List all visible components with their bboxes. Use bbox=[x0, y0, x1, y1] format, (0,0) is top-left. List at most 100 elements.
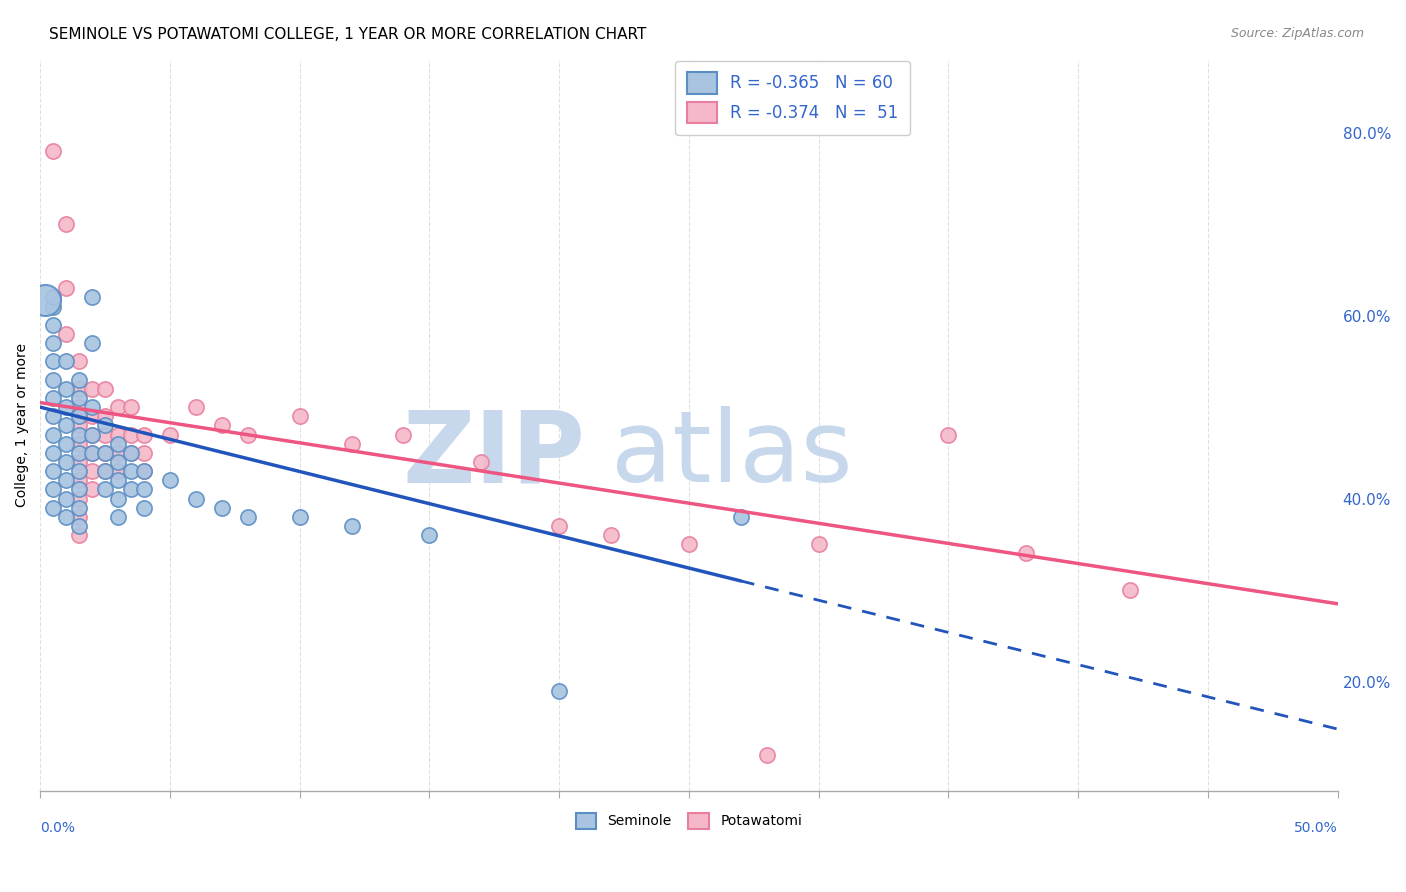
Text: 0.0%: 0.0% bbox=[41, 821, 75, 835]
Point bbox=[132, 464, 155, 478]
Point bbox=[67, 446, 90, 460]
Point bbox=[548, 683, 571, 698]
Point bbox=[42, 318, 65, 332]
Point bbox=[42, 500, 65, 515]
Point bbox=[67, 491, 90, 506]
Point bbox=[94, 446, 117, 460]
Point bbox=[42, 483, 65, 497]
Point bbox=[67, 400, 90, 414]
Point bbox=[94, 418, 117, 433]
Text: Source: ZipAtlas.com: Source: ZipAtlas.com bbox=[1230, 27, 1364, 40]
Point bbox=[159, 427, 181, 442]
Point bbox=[938, 427, 960, 442]
Point bbox=[120, 483, 142, 497]
Point bbox=[55, 509, 77, 524]
Point bbox=[132, 446, 155, 460]
Text: ZIP: ZIP bbox=[402, 406, 585, 503]
Point bbox=[730, 509, 752, 524]
Point bbox=[67, 500, 90, 515]
Point bbox=[80, 483, 103, 497]
Point bbox=[107, 436, 129, 450]
Point bbox=[55, 326, 77, 341]
Point bbox=[42, 446, 65, 460]
Point bbox=[340, 519, 363, 533]
Point bbox=[120, 400, 142, 414]
Point bbox=[42, 373, 65, 387]
Point bbox=[94, 382, 117, 396]
Point bbox=[548, 519, 571, 533]
Point bbox=[80, 409, 103, 424]
Point bbox=[42, 391, 65, 405]
Point bbox=[80, 336, 103, 351]
Point bbox=[67, 464, 90, 478]
Point bbox=[211, 500, 233, 515]
Point bbox=[67, 509, 90, 524]
Point bbox=[42, 409, 65, 424]
Point bbox=[211, 418, 233, 433]
Point bbox=[80, 446, 103, 460]
Point bbox=[55, 455, 77, 469]
Point bbox=[94, 446, 117, 460]
Point bbox=[67, 436, 90, 450]
Point bbox=[42, 354, 65, 368]
Point bbox=[67, 528, 90, 542]
Point bbox=[80, 446, 103, 460]
Point bbox=[107, 509, 129, 524]
Point bbox=[55, 382, 77, 396]
Point bbox=[120, 464, 142, 478]
Text: atlas: atlas bbox=[612, 406, 852, 503]
Point bbox=[34, 293, 56, 307]
Point bbox=[94, 464, 117, 478]
Point bbox=[94, 427, 117, 442]
Point bbox=[107, 446, 129, 460]
Point bbox=[107, 427, 129, 442]
Point bbox=[67, 354, 90, 368]
Text: SEMINOLE VS POTAWATOMI COLLEGE, 1 YEAR OR MORE CORRELATION CHART: SEMINOLE VS POTAWATOMI COLLEGE, 1 YEAR O… bbox=[49, 27, 647, 42]
Y-axis label: College, 1 year or more: College, 1 year or more bbox=[15, 343, 30, 508]
Point bbox=[80, 427, 103, 442]
Point bbox=[55, 491, 77, 506]
Point bbox=[42, 427, 65, 442]
Point bbox=[67, 519, 90, 533]
Point bbox=[120, 446, 142, 460]
Point bbox=[755, 747, 778, 762]
Point bbox=[42, 144, 65, 158]
Point bbox=[42, 300, 65, 314]
Point bbox=[288, 409, 311, 424]
Point bbox=[55, 281, 77, 295]
Point bbox=[55, 217, 77, 231]
Point bbox=[80, 400, 103, 414]
Point bbox=[470, 455, 492, 469]
Point bbox=[107, 400, 129, 414]
Point bbox=[94, 483, 117, 497]
Point bbox=[67, 373, 90, 387]
Point bbox=[107, 473, 129, 487]
Point bbox=[418, 528, 440, 542]
Point bbox=[107, 455, 129, 469]
Point bbox=[1119, 582, 1142, 597]
Point bbox=[67, 427, 90, 442]
Point bbox=[120, 427, 142, 442]
Point bbox=[80, 290, 103, 304]
Point bbox=[80, 427, 103, 442]
Point bbox=[55, 418, 77, 433]
Point bbox=[55, 436, 77, 450]
Point bbox=[67, 473, 90, 487]
Point bbox=[184, 491, 207, 506]
Point bbox=[1015, 546, 1038, 560]
Point bbox=[55, 400, 77, 414]
Point bbox=[67, 455, 90, 469]
Legend: Seminole, Potawatomi: Seminole, Potawatomi bbox=[568, 805, 810, 836]
Point bbox=[392, 427, 415, 442]
Point bbox=[107, 464, 129, 478]
Point bbox=[42, 464, 65, 478]
Point bbox=[55, 354, 77, 368]
Point bbox=[132, 500, 155, 515]
Point bbox=[288, 509, 311, 524]
Text: 50.0%: 50.0% bbox=[1294, 821, 1337, 835]
Point bbox=[67, 382, 90, 396]
Point bbox=[807, 537, 830, 551]
Point bbox=[236, 427, 259, 442]
Point bbox=[67, 418, 90, 433]
Point bbox=[340, 436, 363, 450]
